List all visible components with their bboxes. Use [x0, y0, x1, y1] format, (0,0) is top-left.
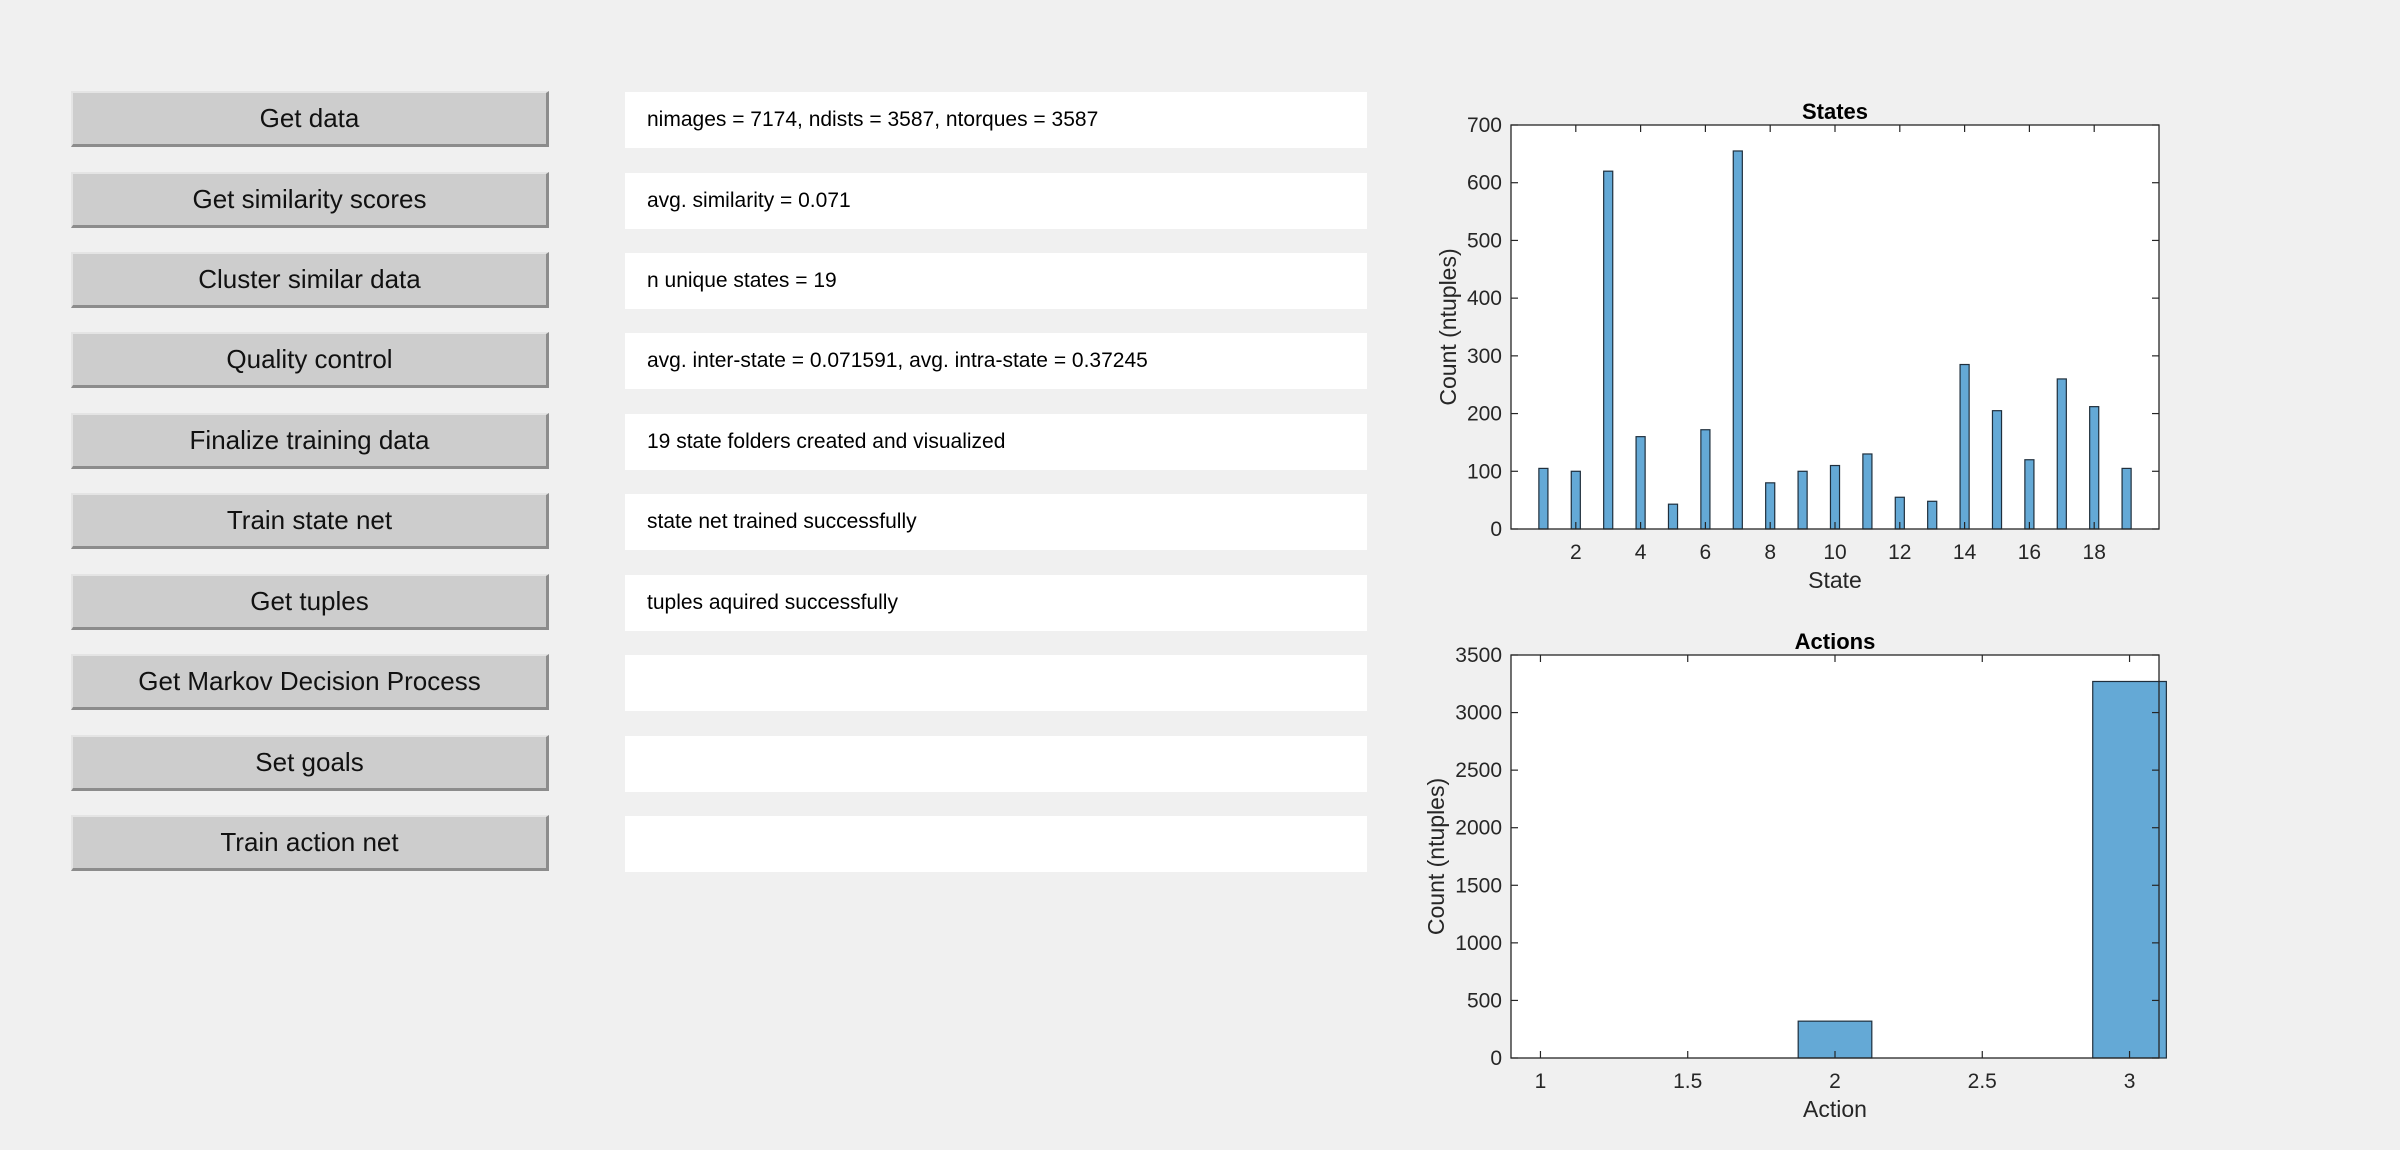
y-axis-label: Count (ntuples) — [1423, 778, 1449, 935]
bar — [1570, 470, 1581, 530]
y-tick-label: 2500 — [1455, 759, 1502, 782]
bar — [1797, 470, 1808, 530]
x-tick-label: 14 — [1953, 541, 1977, 564]
bar — [2024, 459, 2035, 530]
train-action-net-button[interactable]: Train action net — [71, 815, 549, 871]
y-tick-label: 100 — [1467, 460, 1502, 483]
get-data-button[interactable]: Get data — [71, 91, 549, 147]
y-tick-label: 700 — [1467, 114, 1502, 137]
y-tick-label: 300 — [1467, 345, 1502, 368]
y-tick-label: 500 — [1467, 989, 1502, 1012]
chart-title: States — [1802, 99, 1868, 124]
x-tick-label: 6 — [1700, 541, 1712, 564]
cluster-similar-data-button[interactable]: Cluster similar data — [71, 252, 549, 308]
status-field-similarity: avg. similarity = 0.071 — [625, 173, 1367, 229]
status-field-mdp — [625, 655, 1367, 711]
y-axis-label: Count (ntuples) — [1435, 248, 1461, 405]
train-state-net-button[interactable]: Train state net — [71, 493, 549, 549]
status-field-tuples: tuples aquired successfully — [625, 575, 1367, 631]
y-tick-label: 200 — [1467, 403, 1502, 426]
y-tick-label: 1000 — [1455, 932, 1502, 955]
y-tick-label: 3000 — [1455, 702, 1502, 725]
bar — [2092, 680, 2167, 1059]
bar — [2056, 378, 2067, 530]
x-tick-label: 18 — [2083, 541, 2106, 564]
set-goals-button[interactable]: Set goals — [71, 735, 549, 791]
y-tick-label: 600 — [1467, 172, 1502, 195]
bar — [1732, 150, 1743, 530]
get-markov-decision-process-button[interactable]: Get Markov Decision Process — [71, 654, 549, 710]
y-tick-label: 500 — [1467, 229, 1502, 252]
actions-chart: 0 500 1000 1500 2000 2500 3000 3500 1 1.5 2 2.5 3 Act… — [1423, 629, 2167, 1122]
get-tuples-button[interactable]: Get tuples — [71, 574, 549, 630]
bar — [2089, 406, 2100, 530]
bar — [1538, 467, 1549, 530]
plot-area — [1511, 655, 2159, 1058]
bar — [1603, 170, 1614, 530]
quality-control-button[interactable]: Quality control — [71, 332, 549, 388]
status-field-finalize: 19 state folders created and visualized — [625, 414, 1367, 470]
finalize-training-data-button[interactable]: Finalize training data — [71, 413, 549, 469]
status-field-quality: avg. inter-state = 0.071591, avg. intra-… — [625, 333, 1367, 389]
y-tick-label: 400 — [1467, 287, 1502, 310]
bar — [1700, 429, 1711, 530]
y-tick-label: 0 — [1490, 518, 1502, 541]
x-tick-label: 2 — [1829, 1070, 1841, 1093]
bar — [1959, 363, 1970, 530]
x-tick-label: 12 — [1888, 541, 1911, 564]
plot-area — [1511, 125, 2159, 529]
x-tick-label: 2 — [1570, 541, 1582, 564]
status-field-goals — [625, 736, 1367, 792]
x-tick-label: 1 — [1535, 1070, 1547, 1093]
x-tick-label: 8 — [1764, 541, 1776, 564]
bar — [2121, 467, 2132, 530]
x-tick-label: 3 — [2124, 1070, 2136, 1093]
x-axis-label: State — [1808, 567, 1862, 593]
x-axis-label: Action — [1803, 1096, 1867, 1122]
y-tick-label: 2000 — [1455, 817, 1502, 840]
bar — [1991, 410, 2003, 530]
status-field-action-net — [625, 816, 1367, 872]
x-tick-label: 16 — [2018, 541, 2041, 564]
get-similarity-scores-button[interactable]: Get similarity scores — [71, 172, 549, 228]
status-field-get-data: nimages = 7174, ndists = 3587, ntorques … — [625, 92, 1367, 148]
states-chart: 0 100 200 300 400 500 600 700 2 4 6 8 10 12 14 16 18 Stat… — [1435, 99, 2160, 593]
x-tick-label: 4 — [1635, 541, 1647, 564]
status-field-cluster: n unique states = 19 — [625, 253, 1367, 309]
x-tick-label: 2.5 — [1968, 1070, 1997, 1093]
chart-title: Actions — [1795, 629, 1876, 654]
bar — [1635, 436, 1646, 530]
status-field-state-net: state net trained successfully — [625, 494, 1367, 550]
y-tick-label: 0 — [1490, 1047, 1502, 1070]
x-tick-label: 1.5 — [1673, 1070, 1702, 1093]
bar — [1667, 503, 1679, 530]
bar — [1862, 453, 1873, 530]
x-tick-label: 10 — [1823, 541, 1846, 564]
y-tick-label: 3500 — [1455, 644, 1502, 667]
y-tick-label: 1500 — [1455, 874, 1502, 897]
bar — [1829, 464, 1841, 530]
bar — [1927, 500, 1938, 530]
